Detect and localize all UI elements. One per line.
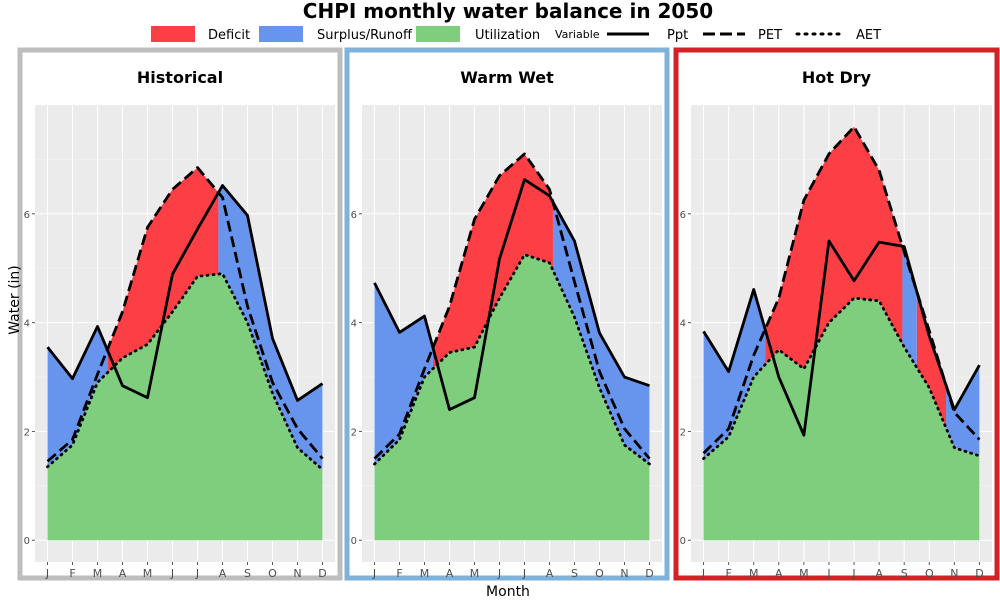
x-tick-label: M (420, 567, 430, 580)
y-tick-label: 0 (351, 536, 357, 547)
x-tick-label: J (195, 567, 199, 580)
legend-swatch-0 (151, 26, 195, 42)
legend-swatch-1 (259, 26, 303, 42)
series-line-aet (373, 253, 651, 466)
surplus-area (47, 326, 108, 467)
series-line-aet (702, 296, 981, 461)
y-tick-label: 0 (680, 536, 686, 547)
legend-line-label-2: AET (856, 28, 881, 43)
y-tick-label: 6 (351, 210, 357, 221)
x-tick-label: J (701, 567, 705, 580)
series-line-aet (46, 272, 324, 471)
x-tick-label: N (620, 567, 628, 580)
panel-2: Hot Dry 0 2 4 6 J F M A M J J A S O N D (673, 47, 1000, 581)
x-tick-label: N (293, 567, 301, 580)
x-tick-label: J (826, 567, 830, 580)
deficit-area (916, 291, 947, 428)
x-tick-label: J (497, 567, 501, 580)
x-tick-label: D (975, 567, 983, 580)
legend-line-label-0: Ppt (667, 28, 688, 43)
y-tick-label: 2 (24, 427, 30, 438)
x-tick-label: A (219, 567, 227, 580)
legend-swatch-2 (416, 26, 460, 42)
x-tick-label: F (725, 567, 731, 580)
deficit-area (432, 153, 553, 369)
x-tick-label: M (799, 567, 809, 580)
x-tick-label: O (268, 567, 277, 580)
x-tick-label: N (950, 567, 958, 580)
x-tick-label: D (645, 567, 653, 580)
x-tick-label: J (522, 567, 526, 580)
x-tick-label: J (372, 567, 376, 580)
x-tick-label: D (318, 567, 326, 580)
surplus-area (552, 202, 650, 465)
surplus-area (902, 246, 917, 368)
legend: Deficit Surplus/Runoff Utilization Variable… (151, 26, 881, 43)
surplus-area (374, 282, 433, 465)
x-tick-label: M (749, 567, 759, 580)
y-tick-label: 4 (351, 319, 357, 330)
chart-title: CHPI monthly water balance in 2050 (303, 0, 713, 23)
legend-label-2: Utilization (475, 28, 540, 43)
x-tick-label: O (595, 567, 604, 580)
y-tick-label: 6 (24, 210, 30, 221)
x-tick-label: A (446, 567, 454, 580)
x-tick-label: J (45, 567, 49, 580)
series-line-pet (373, 152, 651, 460)
x-tick-label: A (546, 567, 554, 580)
legend-line-label-1: PET (758, 28, 782, 43)
surplus-area (703, 289, 766, 459)
panel-title: Warm Wet (460, 68, 554, 87)
x-tick-label: F (69, 567, 75, 580)
y-tick-label: 2 (680, 427, 686, 438)
y-tick-label: 2 (351, 427, 357, 438)
x-tick-label: A (875, 567, 883, 580)
panel-0: Historical 0 2 4 6 J F M A M J J A S O N D (17, 47, 343, 581)
x-tick-label: S (901, 567, 908, 580)
x-tick-label: J (170, 567, 174, 580)
y-tick-label: 4 (24, 319, 30, 330)
y-tick-label: 4 (680, 319, 686, 330)
y-axis-label: Water (in) (7, 265, 23, 335)
x-tick-label: A (775, 567, 783, 580)
utilization-area (374, 254, 650, 541)
series-line-pet (702, 125, 981, 455)
series-line-ppt (373, 178, 650, 412)
y-tick-label: 0 (24, 536, 30, 547)
panel-title: Hot Dry (802, 68, 872, 87)
x-tick-label: M (143, 567, 153, 580)
x-tick-label: M (470, 567, 480, 580)
deficit-area (107, 167, 219, 373)
panels: Historical 0 2 4 6 J F M A M J J A S O N D Warm Wet 0 2 4 6 J F… (17, 47, 1000, 581)
x-tick-label: M (93, 567, 103, 580)
panel-title: Historical (137, 68, 223, 87)
x-axis-label: Month (486, 584, 530, 600)
x-tick-label: O (925, 567, 934, 580)
legend-label-1: Surplus/Runoff (317, 28, 413, 43)
legend-variable-title: Variable (555, 28, 600, 41)
x-tick-label: J (851, 567, 855, 580)
x-tick-label: F (396, 567, 402, 580)
series-line-pet (46, 166, 324, 463)
panel-1: Warm Wet 0 2 4 6 J F M A M J J A S O N D (344, 47, 670, 581)
legend-label-0: Deficit (208, 28, 250, 43)
series-line-ppt (46, 184, 324, 402)
surplus-area (946, 365, 980, 456)
x-tick-label: S (244, 567, 251, 580)
x-tick-label: A (119, 567, 127, 580)
x-tick-label: S (571, 567, 578, 580)
y-tick-label: 6 (680, 210, 686, 221)
